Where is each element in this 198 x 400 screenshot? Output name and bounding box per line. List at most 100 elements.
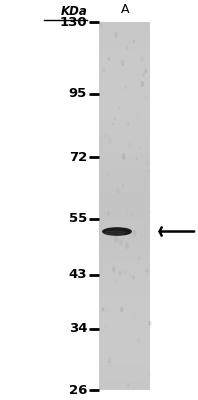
Bar <box>99 114 150 117</box>
Bar <box>99 92 150 96</box>
Bar <box>99 175 150 178</box>
Circle shape <box>122 185 123 186</box>
Circle shape <box>148 170 149 172</box>
Bar <box>99 142 150 145</box>
Bar <box>99 44 150 46</box>
Bar <box>99 258 150 261</box>
Bar <box>99 138 150 142</box>
Bar <box>99 387 150 390</box>
Circle shape <box>144 96 145 98</box>
Bar <box>99 22 150 25</box>
Bar <box>99 96 150 99</box>
Text: 55: 55 <box>69 212 87 225</box>
Circle shape <box>114 118 115 120</box>
Bar <box>99 126 150 129</box>
Bar <box>99 86 150 90</box>
Bar <box>99 347 150 350</box>
Bar <box>99 252 150 255</box>
Bar <box>99 172 150 175</box>
Circle shape <box>109 139 111 144</box>
Bar <box>99 344 150 347</box>
Bar <box>99 166 150 169</box>
Bar <box>99 356 150 359</box>
Circle shape <box>108 361 111 366</box>
Circle shape <box>128 122 129 125</box>
Bar <box>99 65 150 68</box>
Bar <box>99 228 150 230</box>
Bar <box>99 384 150 387</box>
Bar <box>99 322 150 326</box>
Bar <box>99 243 150 246</box>
Bar <box>99 25 150 28</box>
Bar <box>99 212 150 215</box>
Circle shape <box>128 383 129 386</box>
Circle shape <box>143 73 145 76</box>
Bar <box>99 359 150 362</box>
Bar <box>99 71 150 74</box>
Text: 43: 43 <box>69 268 87 282</box>
Bar <box>99 59 150 62</box>
Circle shape <box>115 32 117 38</box>
Bar <box>99 240 150 243</box>
Bar <box>99 270 150 274</box>
Bar <box>99 188 150 191</box>
Circle shape <box>146 269 148 272</box>
Bar <box>99 362 150 366</box>
Bar <box>99 234 150 237</box>
Bar <box>99 56 150 59</box>
Bar <box>99 224 150 228</box>
Bar <box>99 316 150 320</box>
Bar <box>99 283 150 286</box>
Bar <box>99 304 150 307</box>
Bar <box>99 50 150 53</box>
Circle shape <box>144 356 145 358</box>
Bar <box>99 350 150 353</box>
Bar <box>99 129 150 132</box>
Bar <box>99 83 150 86</box>
Bar <box>99 74 150 77</box>
Bar <box>99 264 150 267</box>
Text: 130: 130 <box>59 16 87 28</box>
Bar <box>99 108 150 111</box>
Bar <box>99 276 150 280</box>
Bar <box>99 338 150 341</box>
Bar <box>99 31 150 34</box>
Bar <box>99 221 150 224</box>
Circle shape <box>133 230 136 236</box>
Bar <box>99 154 150 157</box>
Text: KDa: KDa <box>60 5 87 18</box>
Bar <box>99 353 150 356</box>
Bar <box>99 184 150 188</box>
Bar <box>99 90 150 92</box>
Circle shape <box>115 236 118 242</box>
Circle shape <box>148 372 150 375</box>
Bar <box>99 255 150 258</box>
Bar <box>99 105 150 108</box>
Bar <box>99 37 150 40</box>
Circle shape <box>110 264 111 265</box>
Circle shape <box>108 57 110 61</box>
Bar <box>99 307 150 310</box>
Bar <box>99 169 150 172</box>
Bar <box>99 68 150 71</box>
Bar <box>99 194 150 197</box>
Bar <box>99 292 150 295</box>
Text: 34: 34 <box>69 322 87 335</box>
Bar <box>99 53 150 56</box>
Bar <box>99 80 150 83</box>
Circle shape <box>125 86 126 89</box>
Circle shape <box>107 212 109 216</box>
Bar <box>99 182 150 184</box>
Bar <box>99 329 150 332</box>
Circle shape <box>149 321 151 326</box>
Bar <box>99 313 150 316</box>
Bar <box>99 123 150 126</box>
Bar <box>99 249 150 252</box>
Bar <box>99 286 150 289</box>
Circle shape <box>145 160 148 165</box>
Circle shape <box>145 69 147 73</box>
Circle shape <box>141 56 143 61</box>
Bar <box>99 375 150 378</box>
Circle shape <box>127 212 128 216</box>
Bar <box>99 368 150 372</box>
